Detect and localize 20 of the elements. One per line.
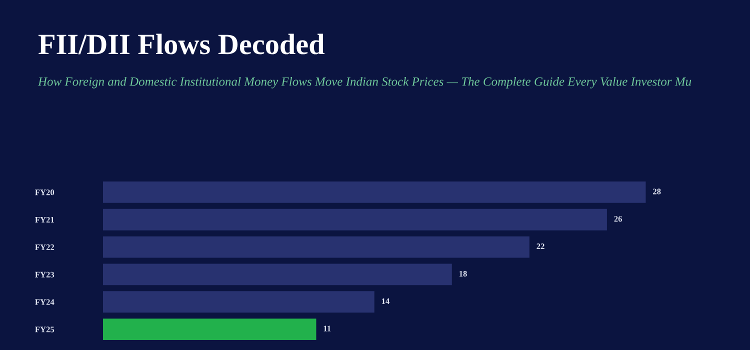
bar [103,182,646,203]
data-label: 26 [614,216,622,222]
y-tick-label: FY22 [35,244,54,250]
chart-subtitle: How Foreign and Domestic Institutional Money Flows Move Indian Stock Prices — The Complete Guide Every Value Investor Mu [38,77,692,88]
bar [103,291,374,313]
data-label: 11 [324,326,331,332]
y-tick-label: FY24 [35,299,54,305]
data-label: 14 [382,298,390,304]
data-label: 22 [536,244,544,250]
bar [103,208,607,230]
y-tick-label: FY23 [35,272,54,278]
data-label: 28 [653,188,661,194]
bar [103,318,316,340]
chart-title: FII/DII Flows Decoded [38,34,324,54]
y-tick-label: FY20 [35,190,54,196]
data-label: 18 [460,270,467,277]
bar [103,236,530,258]
bar [103,264,452,286]
y-tick-label: FY25 [35,326,54,332]
y-tick-label: FY21 [35,217,54,223]
